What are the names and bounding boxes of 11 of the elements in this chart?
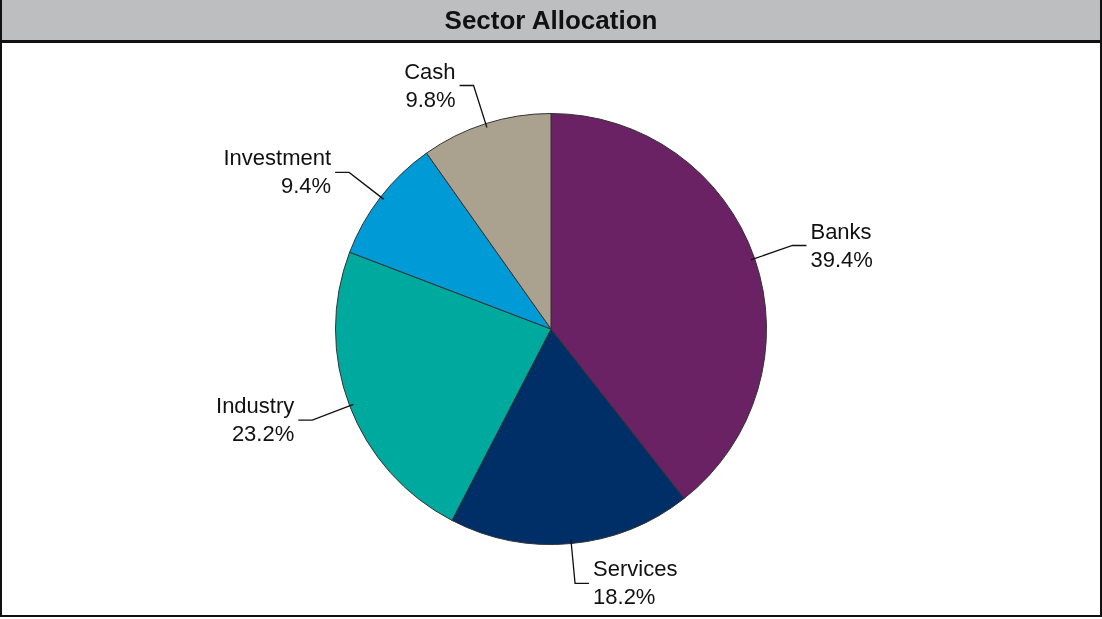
slice-label: Services <box>593 556 678 582</box>
chart-title: Sector Allocation <box>2 0 1100 43</box>
data-label: 39.4% <box>810 246 873 272</box>
slice-label: Cash <box>404 58 456 84</box>
slice-label: Investment <box>223 145 332 171</box>
data-label: 23.2% <box>231 421 295 447</box>
data-label: 18.2% <box>593 584 656 610</box>
data-label: 9.4% <box>280 173 332 199</box>
data-label: 9.8% <box>405 86 456 112</box>
slice-label: Banks <box>810 218 872 244</box>
slice-label: Industry <box>216 393 295 419</box>
